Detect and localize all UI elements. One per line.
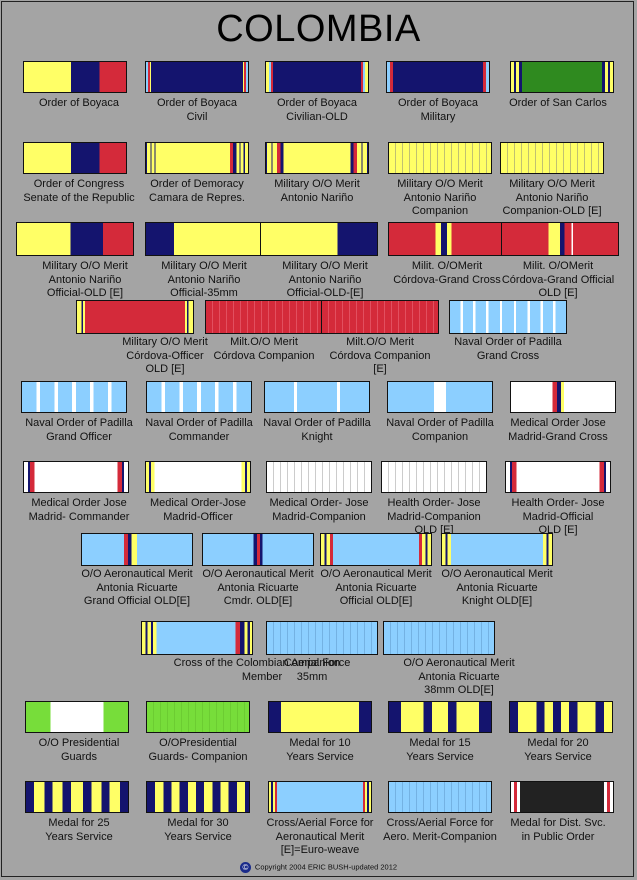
ribbon-label: O/OPresidential Guards- Companion [148, 737, 248, 763]
ribbon-label: Order of Boyaca Military [397, 97, 479, 123]
ribbon-democracy [145, 142, 249, 174]
ribbon-medical-officer [145, 461, 251, 493]
ribbon-medical-cmdr [23, 461, 129, 493]
ribbon-label: Order of Boyaca Civilian-OLD [276, 97, 358, 123]
ribbon-narino-old [260, 222, 378, 256]
ribbon-padilla-knight [264, 381, 370, 413]
ribbon-label: Military O/O Merit Antonio Nariño [274, 178, 360, 204]
ribbon-label: Naval Order of Padilla Grand Officer [25, 417, 133, 443]
ribbon-label: Medical Order Jose Madrid- Commander [28, 497, 130, 523]
ribbon-label: Milit. O/OMerit Córdova-Grand Official O… [501, 260, 615, 299]
ribbon-yellow-plain [388, 142, 492, 174]
ribbon-boyaca [16, 222, 134, 256]
ribbon-label: Medal for Dist. Svc. in Public Order [510, 817, 606, 843]
ribbon-label: Military O/O Merit Antonio Nariño Offici… [42, 260, 128, 299]
ribbon-label: Military O/O Merit Antonio Nariño Offici… [161, 260, 247, 299]
ribbon-label: Medical Order Jose Madrid-Grand Cross [508, 417, 608, 443]
ribbon-label: Order of Boyaca Civil [156, 97, 238, 123]
ribbon-label: Medal for 20 Years Service [524, 737, 592, 763]
ribbon-red-plain [205, 300, 323, 334]
ribbon-label: Milt.O/O Merit Córdova Companion [213, 336, 315, 362]
ribbon-aero-official [320, 533, 432, 566]
ribbon-years-10 [268, 701, 372, 733]
ribbon-dist-svc [510, 781, 614, 813]
ribbon-green-plain [146, 701, 250, 733]
ribbon-label: Medical Order- Jose Madrid-Companion [269, 497, 369, 523]
ribbon-label: O/O Aeronautical Merit Antonia Ricuarte … [403, 657, 515, 696]
ribbon-aerial-cross [141, 621, 253, 655]
ribbon-aero-go [81, 533, 193, 566]
ribbon-label: O/O Aeronautical Merit Antonia Ricuarte … [320, 568, 432, 607]
ribbon-narino [265, 142, 369, 174]
ribbon-label: Order of Demoracy Camara de Repres. [149, 178, 245, 204]
ribbon-label: Health Order- Jose Madrid-Official OLD [… [511, 497, 605, 536]
ribbon-label: Cross of the Colombian Aerial Force Memb… [173, 657, 351, 683]
ribbon-label: Military O/O Merit Antonio Nariño Compan… [502, 178, 602, 217]
ribbon-label: Military O/O Merit Córdova-Officer OLD [… [122, 336, 208, 375]
ribbon-label: Medal for 30 Years Service [164, 817, 232, 843]
ribbon-narino-35 [145, 222, 263, 256]
ribbon-label: O/O Aeronautical Merit Antonia Ricuarte … [202, 568, 314, 607]
ribbon-cordova-officer [76, 300, 194, 334]
ribbon-medical-gc [510, 381, 616, 413]
page-title: COLOMBIA [216, 8, 421, 50]
ribbon-label: Naval Order of Padilla Knight [263, 417, 371, 443]
ribbon-cordova-go [501, 222, 619, 256]
ribbon-label: O/O Aeronautical Merit Antonia Ricuarte … [81, 568, 193, 607]
ribbon-label: Milit. O/OMerit Córdova-Grand Cross [393, 260, 501, 286]
ribbon-boyaca-civil [145, 61, 249, 93]
ribbon-san-carlos [510, 61, 614, 93]
ribbon-boyaca [23, 61, 127, 93]
ribbon-label: Order of San Carlos [509, 97, 607, 109]
ribbon-label: Medal for 25 Years Service [45, 817, 113, 843]
ribbon-red-plain [321, 300, 439, 334]
ribbon-label: Medal for 15 Years Service [406, 737, 474, 763]
ribbon-label: Military O/O Merit Antonio Nariño Offici… [282, 260, 368, 299]
ribbon-label: Medical Order-Jose Madrid-Officer [150, 497, 246, 523]
ribbon-label: Naval Order of Padilla Commander [145, 417, 253, 443]
ribbon-blue-plain [383, 621, 495, 655]
ribbon-label: O/O Aeronautical Merit Antonia Ricuarte … [441, 568, 553, 607]
ribbon-years-25 [25, 781, 129, 813]
ribbon-padilla-gc [449, 300, 567, 334]
ribbon-label: O/O Presidential Guards [38, 737, 120, 763]
ribbon-cordova-gc [388, 222, 506, 256]
ribbon-blue-plain [388, 781, 492, 813]
ribbon-years-15 [388, 701, 492, 733]
copyright-footer: © Copyright 2004 ERIC BUSH-updated 2012 [0, 862, 637, 873]
ribbon-aero-cmdr [202, 533, 314, 566]
ribbon-years-20 [509, 701, 613, 733]
ribbon-padilla-go [146, 381, 252, 413]
ribbon-label: Companion 35mm [283, 657, 341, 683]
ribbon-label: Order of Boyaca [38, 97, 120, 109]
ribbon-blue-plain [266, 621, 378, 655]
ribbon-label: Cross/Aerial Force for Aero. Merit-Compa… [383, 817, 497, 843]
ribbon-pres-guards [25, 701, 129, 733]
ribbon-label: Medal for 10 Years Service [286, 737, 354, 763]
ribbon-yellow-plain [500, 142, 604, 174]
copyright-text: Copyright 2004 ERIC BUSH-updated 2012 [254, 862, 398, 872]
ribbon-years-30 [146, 781, 250, 813]
copyright-icon: © [239, 862, 251, 873]
ribbon-padilla-companion [387, 381, 493, 413]
ribbon-aero-knight [441, 533, 553, 566]
ribbon-aerial-merit [268, 781, 372, 813]
ribbon-medical-companion [381, 461, 487, 493]
ribbon-medical-cmdr [505, 461, 611, 493]
ribbon-boyaca-military [386, 61, 490, 93]
ribbon-padilla-go [21, 381, 127, 413]
ribbon-label: Naval Order of Padilla Grand Cross [454, 336, 562, 362]
ribbon-label: Naval Order of Padilla Companion [386, 417, 494, 443]
ribbon-label: Cross/Aerial Force for Aeronautical Meri… [266, 817, 374, 856]
ribbon-boyaca-civil-old [265, 61, 369, 93]
ribbon-label: Military O/O Merit Antonio Nariño Compan… [397, 178, 483, 217]
ribbon-medical-companion [266, 461, 372, 493]
ribbon-label: Order of Congress Senate of the Republic [23, 178, 135, 204]
ribbon-congress [23, 142, 127, 174]
ribbon-label: Milt.O/O Merit Córdova Companion [E] [329, 336, 431, 375]
